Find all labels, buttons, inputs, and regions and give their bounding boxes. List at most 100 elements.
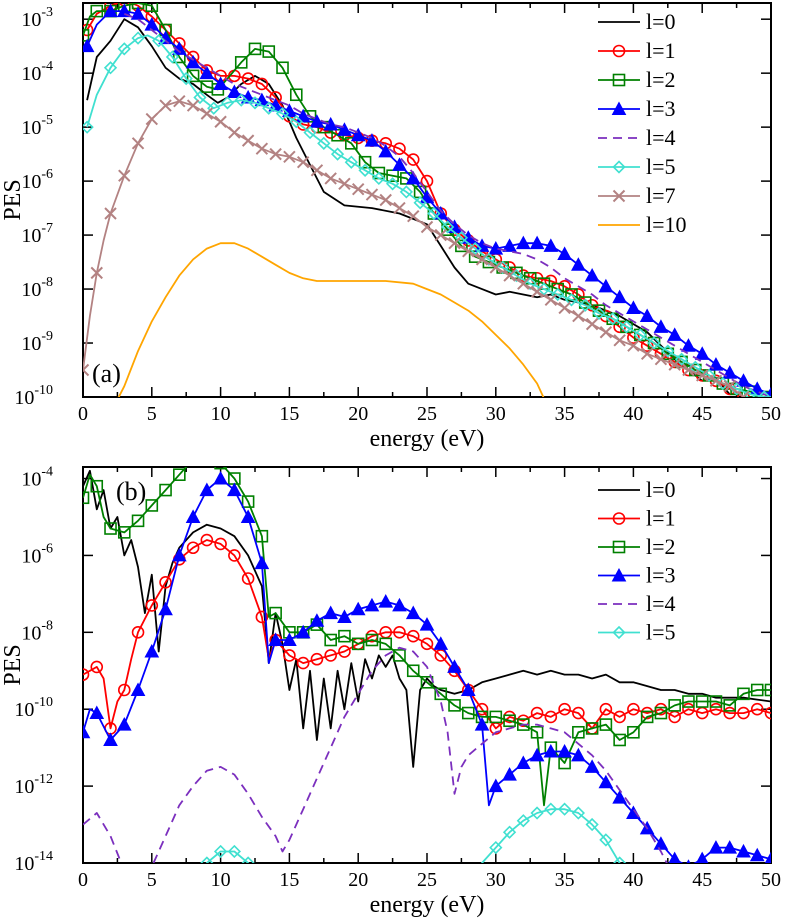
data-point-b-l=3 (488, 778, 504, 793)
y-tick-exponent-a--10: -10 (34, 383, 53, 398)
data-point-b-l=3 (116, 717, 132, 731)
data-point-b-l=2 (572, 725, 585, 739)
legend-marker-a-l=3 (611, 101, 627, 115)
data-point-b-l=3 (323, 605, 339, 620)
data-point-a-l=7 (393, 201, 406, 215)
data-point-a-l=3 (227, 84, 242, 99)
data-point-a-l=7 (654, 353, 668, 366)
data-point-a-l=3 (103, 3, 118, 18)
data-point-a-l=5 (358, 163, 372, 177)
series-line-a-l=10 (117, 242, 545, 397)
data-point-b-l=2 (434, 687, 448, 701)
legend-label-b-l=0: l=0 (646, 477, 676, 502)
data-point-a-l=2 (90, 4, 104, 18)
data-point-b-l=5 (599, 833, 613, 847)
legend-label-a-l=5: l=5 (646, 154, 676, 179)
data-point-b-l=3 (254, 555, 270, 570)
legend-label-a-l=7: l=7 (646, 183, 676, 208)
panel-label-b: (b) (116, 477, 146, 506)
data-point-b-l=1 (200, 533, 214, 547)
x-tick-label-a-50: 50 (761, 403, 781, 425)
data-point-a-l=2 (358, 155, 372, 169)
data-point-a-l=3 (736, 373, 751, 387)
series-layer-a (83, 3, 771, 397)
data-point-b-l=5 (585, 817, 599, 832)
data-point-a-l=7 (434, 228, 447, 242)
data-point-a-l=5 (385, 177, 400, 191)
data-point-b-l=3 (213, 470, 228, 485)
y-tick-label-a--9: 10-9 (21, 329, 53, 355)
data-point-b-l=5 (502, 825, 517, 839)
data-point-a-l=5 (661, 344, 675, 358)
data-point-b-l=5 (489, 840, 503, 855)
data-point-a-l=3 (83, 38, 95, 53)
axes-a: 0 5 10 15 20 25 30 35 40 45 50 10-10 10-9 10-8 10-7 10-… (14, 3, 781, 425)
data-point-a-l=1 (420, 174, 434, 188)
data-point-a-l=7 (255, 142, 269, 155)
data-point-a-l=7 (145, 112, 159, 126)
data-point-b-l=2 (173, 468, 186, 481)
data-point-a-l=5 (427, 206, 441, 221)
data-point-b-l=2 (530, 725, 544, 739)
legend-label-a-l=4: l=4 (646, 125, 676, 150)
data-point-b-l=3 (199, 482, 215, 497)
data-point-a-l=7 (186, 99, 200, 112)
y-tick-label-a--5: 10-5 (21, 113, 53, 139)
x-tick-label-b-0: 0 (78, 869, 88, 891)
data-point-b-l=2 (613, 733, 626, 747)
data-point-a-l=7 (723, 379, 736, 393)
data-point-a-l=5 (633, 328, 647, 342)
y-tick-label-b--10: 10-10 (14, 695, 53, 721)
legend-label-a-l=0: l=0 (646, 9, 676, 34)
data-point-a-l=7 (544, 293, 558, 307)
data-point-b-l=2 (269, 606, 282, 620)
series-line-a-l=7 (83, 100, 745, 397)
data-point-a-l=7 (241, 134, 255, 147)
x-tick-label-a-25: 25 (417, 403, 437, 425)
data-point-b-l=1 (406, 629, 420, 643)
data-point-a-l=7 (379, 193, 392, 207)
data-point-a-l=5 (220, 96, 235, 110)
data-point-b-l=3 (764, 851, 771, 863)
data-point-a-l=5 (454, 231, 469, 245)
data-point-b-l=3 (749, 847, 765, 862)
data-point-b-l=2 (627, 725, 640, 739)
legend-marker-a-l=5 (612, 160, 626, 174)
x-tick-label-a-0: 0 (78, 403, 88, 425)
data-point-a-l=7 (668, 358, 681, 371)
data-point-b-l=2 (695, 695, 709, 708)
data-point-b-l=3 (405, 605, 421, 620)
data-point-a-l=5 (179, 71, 193, 86)
data-point-b-l=5 (571, 806, 585, 820)
panel-label-a: (a) (92, 359, 121, 388)
data-point-a-l=3 (653, 319, 669, 333)
y-tick-exponent-a--7: -7 (41, 221, 53, 236)
data-point-a-l=2 (234, 56, 248, 69)
data-point-a-l=3 (488, 241, 504, 255)
data-point-b-l=2 (188, 454, 199, 465)
data-point-a-l=7 (131, 137, 145, 150)
data-point-b-l=3 (598, 774, 614, 789)
data-point-a-l=5 (619, 320, 634, 334)
data-point-a-l=5 (103, 61, 118, 75)
legend-b: l=0 l=1 l=2 l=3 l=4 l=5 (598, 477, 676, 645)
data-point-a-l=7 (489, 261, 503, 274)
data-point-b-l=5 (557, 802, 572, 816)
data-point-b-l=3 (144, 643, 160, 658)
x-tick-label-b-50: 50 (761, 869, 781, 891)
data-point-b-l=3 (282, 632, 297, 647)
data-point-b-l=1 (324, 649, 337, 662)
data-point-b-l=3 (736, 843, 751, 858)
y-axis-label-b: PES (0, 644, 26, 685)
data-point-a-l=7 (503, 269, 516, 282)
data-point-b-l=3 (447, 659, 462, 673)
data-point-b-l=2 (379, 637, 393, 651)
series-markers-b-l=2 (83, 454, 771, 770)
legend-label-b-l=3: l=3 (646, 563, 676, 588)
data-point-a-l=1 (406, 153, 420, 166)
data-point-b-l=3 (89, 705, 105, 720)
data-point-b-l=1 (283, 649, 296, 662)
y-tick-exponent-b--8: -8 (41, 618, 53, 633)
data-point-a-l=7 (118, 169, 131, 182)
data-point-a-l=5 (152, 34, 166, 48)
